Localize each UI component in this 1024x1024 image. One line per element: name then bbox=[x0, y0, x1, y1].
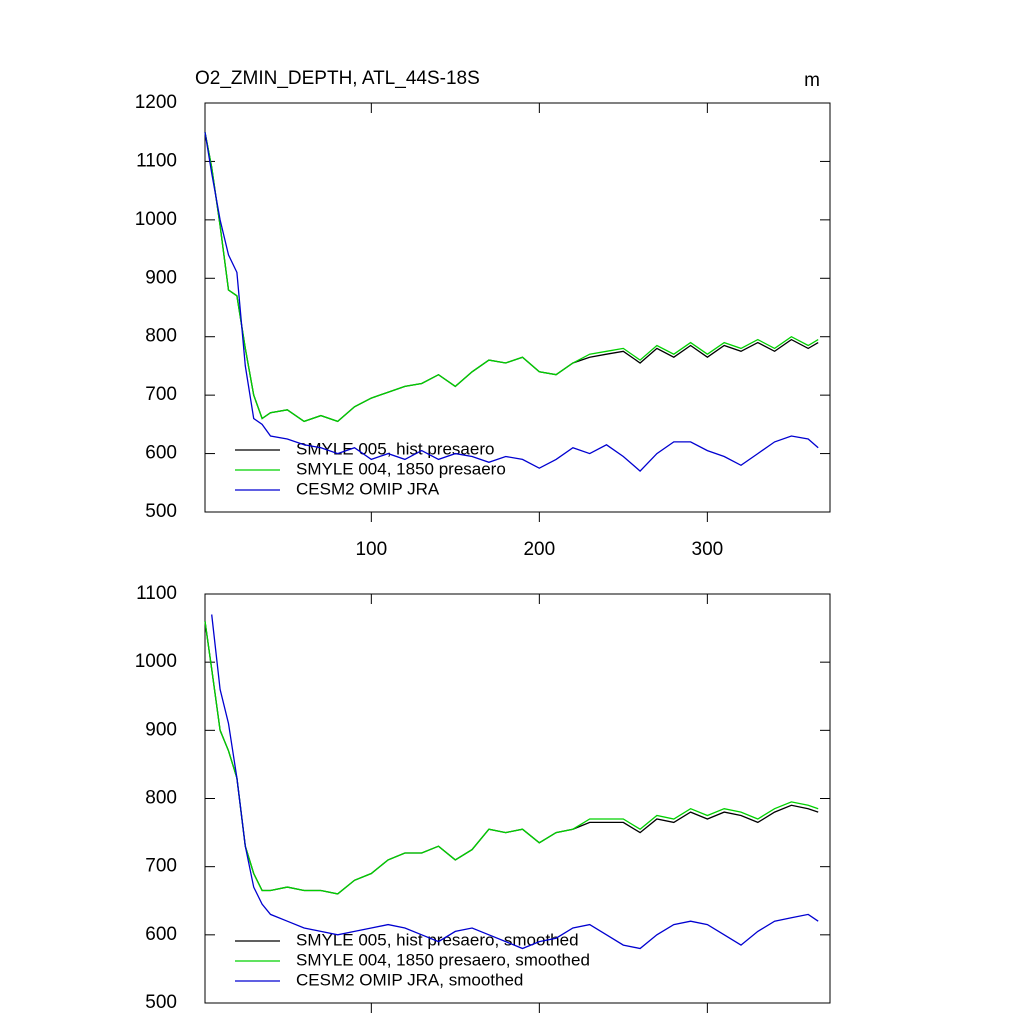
x-tick-label: 300 bbox=[692, 539, 724, 560]
legend-label: SMYLE 005, hist presaero bbox=[296, 439, 494, 458]
x-tick-label: 100 bbox=[355, 539, 387, 560]
y-tick-label: 700 bbox=[145, 384, 177, 405]
series-line bbox=[204, 621, 819, 895]
chart-title: O2_ZMIN_DEPTH, ATL_44S-18S bbox=[195, 68, 480, 89]
y-tick-label: 800 bbox=[145, 788, 177, 809]
y-tick-label: 1200 bbox=[135, 92, 177, 113]
units-label: m bbox=[804, 70, 820, 91]
legend-label: CESM2 OMIP JRA bbox=[296, 479, 440, 498]
legend-label: SMYLE 004, 1850 presaero, smoothed bbox=[296, 950, 590, 969]
y-tick-label: 500 bbox=[145, 992, 177, 1013]
legend-label: SMYLE 004, 1850 presaero bbox=[296, 459, 506, 478]
series-line bbox=[204, 132, 819, 423]
plot-frame bbox=[204, 102, 831, 513]
series-line bbox=[211, 614, 819, 950]
legend-label: SMYLE 005, hist presaero, smoothed bbox=[296, 930, 579, 949]
y-tick-label: 1000 bbox=[135, 651, 177, 672]
y-tick-label: 600 bbox=[145, 924, 177, 945]
y-tick-label: 500 bbox=[145, 501, 177, 522]
y-tick-label: 1100 bbox=[136, 583, 177, 604]
y-tick-label: 600 bbox=[145, 443, 177, 464]
series-line bbox=[204, 621, 819, 895]
legend-label: CESM2 OMIP JRA, smoothed bbox=[296, 970, 523, 989]
y-tick-label: 800 bbox=[145, 326, 177, 347]
series-line bbox=[204, 132, 819, 472]
y-tick-label: 700 bbox=[145, 856, 177, 877]
series-line bbox=[204, 132, 819, 423]
x-tick-label: 200 bbox=[523, 539, 555, 560]
y-tick-label: 900 bbox=[145, 719, 177, 740]
y-tick-label: 900 bbox=[145, 267, 177, 288]
y-tick-label: 1000 bbox=[135, 209, 177, 230]
y-tick-label: 1100 bbox=[136, 150, 177, 171]
